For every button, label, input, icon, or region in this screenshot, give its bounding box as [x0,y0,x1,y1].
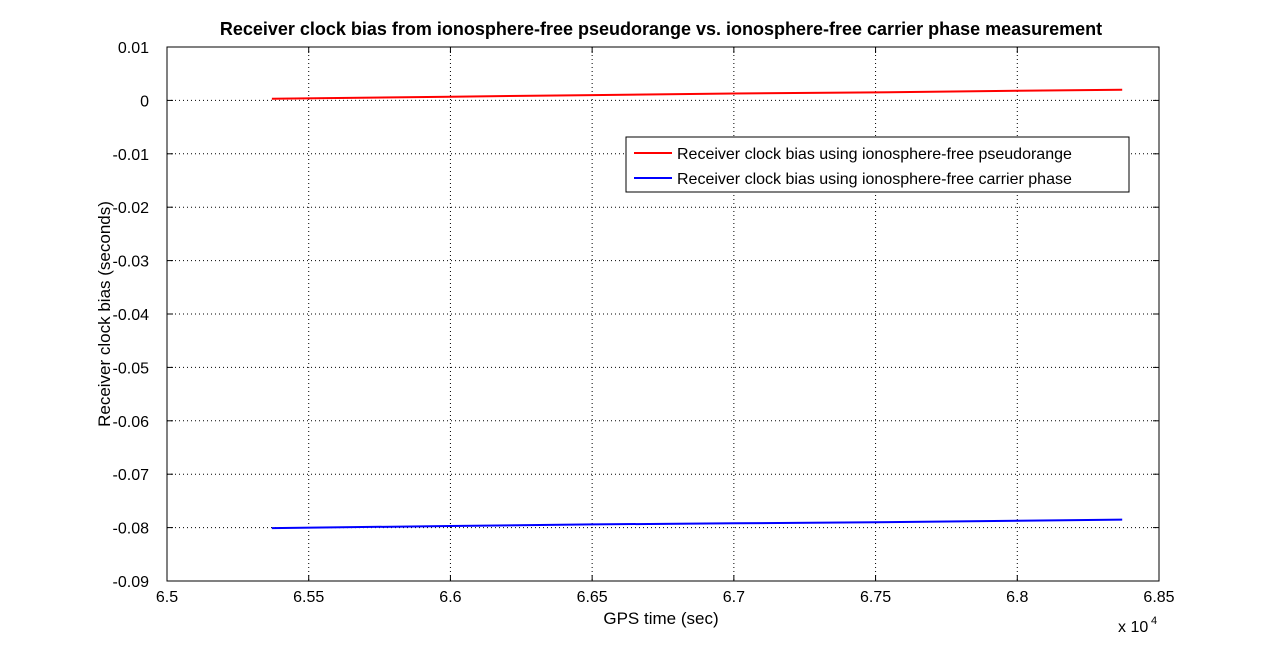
series-line-2 [271,518,1123,530]
y-tick-label: -0.05 [113,360,150,377]
legend-box [625,136,1130,193]
x-tick-label: 6.75 [860,589,891,606]
x-multiplier: x 10 4 [1118,615,1157,636]
x-multiplier-base: x 10 [1118,619,1148,636]
y-tick-label: -0.01 [113,147,150,164]
x-axis-label: GPS time (sec) [603,609,718,628]
y-tick-label: -0.02 [113,200,150,217]
x-tick-label: 6.8 [1006,589,1028,606]
y-tick-label: -0.08 [113,521,150,538]
y-tick-label: -0.03 [113,254,150,271]
legend: Receiver clock bias using ionosphere-fre… [625,136,1130,193]
y-tick-label: 0 [140,93,149,110]
x-tick-label: 6.55 [293,589,324,606]
x-tick-label: 6.65 [577,589,608,606]
x-tick-label: 6.7 [723,589,745,606]
y-tick-label: -0.09 [113,574,150,591]
y-tick-label: -0.06 [113,414,150,431]
y-axis-label: Receiver clock bias (seconds) [95,201,114,427]
chart-title: Receiver clock bias from ionosphere-free… [220,19,1102,39]
x-tick-label: 6.5 [156,589,178,606]
x-tick-label: 6.85 [1143,589,1174,606]
y-tick-label: -0.04 [113,307,150,324]
series-line-1 [271,88,1123,100]
x-tick-label: 6.6 [439,589,461,606]
legend-label-2: Receiver clock bias using ionosphere-fre… [677,171,1072,188]
y-tick-label: -0.07 [113,467,150,484]
x-multiplier-exponent: 4 [1151,615,1157,627]
legend-label-1: Receiver clock bias using ionosphere-fre… [677,146,1072,163]
plot-area: 6.5 6.55 6.6 6.65 6.7 6.75 6.8 6.85 0.01 0 -0.01 -0… [113,40,1175,606]
y-tick-label: 0.01 [118,40,149,57]
